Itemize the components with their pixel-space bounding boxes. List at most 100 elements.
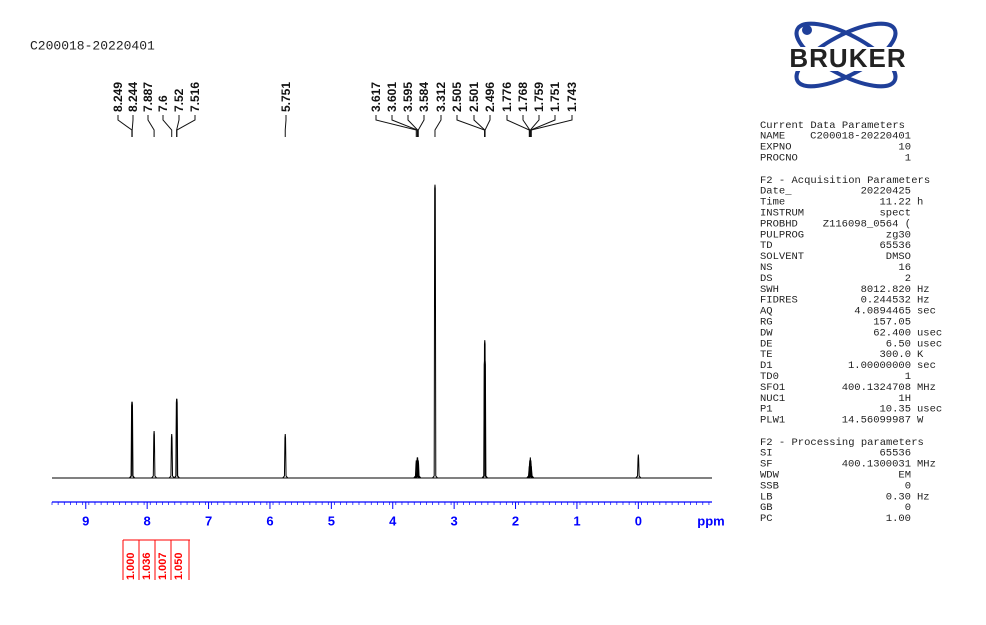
parameter-name: NAME — [760, 131, 785, 143]
parameter-name: AQ — [760, 306, 773, 318]
parameter-value: 0.30 — [886, 491, 911, 503]
x-tick-label: 8 — [144, 513, 151, 528]
parameter-name: LB — [760, 491, 773, 503]
parameter-value: 1 — [905, 152, 911, 164]
parameter-value: 8012.820 — [861, 284, 911, 296]
x-tick-label: 5 — [328, 513, 335, 528]
parameter-name: RG — [760, 316, 773, 328]
parameter-value: 0.244532 — [861, 295, 911, 307]
parameter-value: C200018-20220401 — [810, 131, 911, 143]
peak-label: 3.601 — [385, 82, 399, 112]
parameter-unit: sec — [917, 306, 936, 318]
parameter-unit: Hz — [917, 491, 930, 503]
peak-label: 3.584 — [417, 82, 431, 112]
logo-backdrop — [774, 47, 922, 71]
peak — [414, 457, 421, 479]
parameter-name: TD0 — [760, 371, 779, 383]
peak-label: 1.751 — [548, 82, 562, 112]
parameter-value: EM — [898, 469, 911, 481]
parameter-value: 1.00000000 — [848, 360, 911, 372]
parameter-value: 6.50 — [886, 338, 911, 350]
logo-orbit — [794, 21, 898, 89]
parameter-unit: usec — [917, 404, 942, 416]
peak-leader — [284, 115, 287, 137]
peak — [129, 401, 136, 479]
parameter-unit: usec — [917, 327, 942, 339]
integral-label: 1.000 — [125, 552, 137, 580]
parameter-name: PULPROG — [760, 229, 804, 241]
parameter-name: D1 — [760, 360, 773, 372]
parameter-value: 65536 — [879, 240, 911, 252]
parameter-value: 62.400 — [873, 327, 911, 339]
peak-label: 7.887 — [141, 82, 155, 112]
peak-label: 8.244 — [126, 82, 140, 112]
peak-leader — [434, 115, 442, 137]
parameter-value: 2 — [905, 273, 911, 285]
parameter-value: 1H — [898, 393, 911, 405]
peak-leader — [484, 115, 491, 137]
peak-leader — [522, 115, 531, 137]
parameter-value: 20220425 — [861, 186, 911, 198]
x-tick-label: 9 — [82, 513, 89, 528]
parameter-value: 10 — [898, 142, 911, 154]
parameter-name: WDW — [760, 469, 780, 481]
parameter-unit: usec — [917, 338, 942, 350]
reference-peak — [635, 454, 642, 479]
logo: BRUKER — [774, 21, 922, 89]
parameter-name: Time — [760, 197, 785, 209]
x-tick-label: 7 — [205, 513, 212, 528]
peak-leader — [530, 115, 573, 137]
peak — [168, 433, 175, 479]
parameter-name: TE — [760, 349, 773, 361]
parameter-value: 0 — [905, 480, 911, 492]
peak-label: 3.312 — [434, 82, 448, 112]
parameter-name: SSB — [760, 480, 779, 492]
parameter-value: 11.22 — [879, 197, 911, 209]
parameter-unit: K — [917, 349, 924, 361]
parameter-unit: sec — [917, 360, 936, 372]
parameter-value: Z116098_0564 ( — [823, 218, 911, 230]
peak-label: 2.496 — [483, 82, 497, 112]
parameter-name: TD — [760, 240, 773, 252]
peak-leader — [176, 115, 196, 137]
parameter-heading: Current Data Parameters — [760, 120, 905, 132]
parameter-name: SI — [760, 448, 773, 460]
peak — [151, 431, 157, 479]
peak-label: 7.516 — [188, 82, 202, 112]
peak — [482, 360, 488, 479]
x-tick-label: 3 — [451, 513, 458, 528]
parameter-name: PROCNO — [760, 152, 798, 164]
parameter-value: spect — [879, 207, 911, 219]
parameter-value: 10.35 — [879, 404, 911, 416]
peak-leader — [117, 115, 133, 137]
parameter-heading: F2 - Acquisition Parameters — [760, 175, 930, 187]
peak-label: 1.743 — [565, 82, 579, 112]
integral-label: 1.050 — [173, 552, 185, 580]
spectrum-title: C200018-20220401 — [30, 38, 155, 53]
peak-leader — [375, 115, 417, 137]
parameter-name: Date_ — [760, 186, 792, 198]
x-tick-label: 0 — [635, 513, 642, 528]
parameter-value: 4.0894465 — [854, 306, 911, 318]
parameter-value: 300.0 — [879, 349, 911, 361]
parameter-name: DS — [760, 273, 773, 285]
peak-label: 5.751 — [279, 82, 293, 112]
peak-label: 2.501 — [467, 82, 481, 112]
x-axis-label: ppm — [697, 513, 724, 528]
peak-leader — [147, 115, 155, 137]
peak-leader — [162, 115, 173, 137]
parameter-heading: F2 - Processing parameters — [760, 437, 924, 449]
peak-label: 2.505 — [450, 82, 464, 112]
parameter-value: 1.00 — [886, 513, 911, 525]
peak-label: 3.617 — [369, 82, 383, 112]
x-tick-label: 4 — [389, 513, 397, 528]
peak-label: 1.759 — [532, 82, 546, 112]
parameter-name: EXPNO — [760, 142, 792, 154]
parameter-value: zg30 — [886, 229, 911, 241]
parameter-name: SFO1 — [760, 382, 785, 394]
peak-leader — [473, 115, 486, 137]
integral-label: 1.007 — [157, 552, 169, 580]
parameter-value: 400.1300031 — [842, 459, 911, 471]
parameter-name: SWH — [760, 284, 779, 296]
peak-label: 7.6 — [156, 95, 170, 112]
